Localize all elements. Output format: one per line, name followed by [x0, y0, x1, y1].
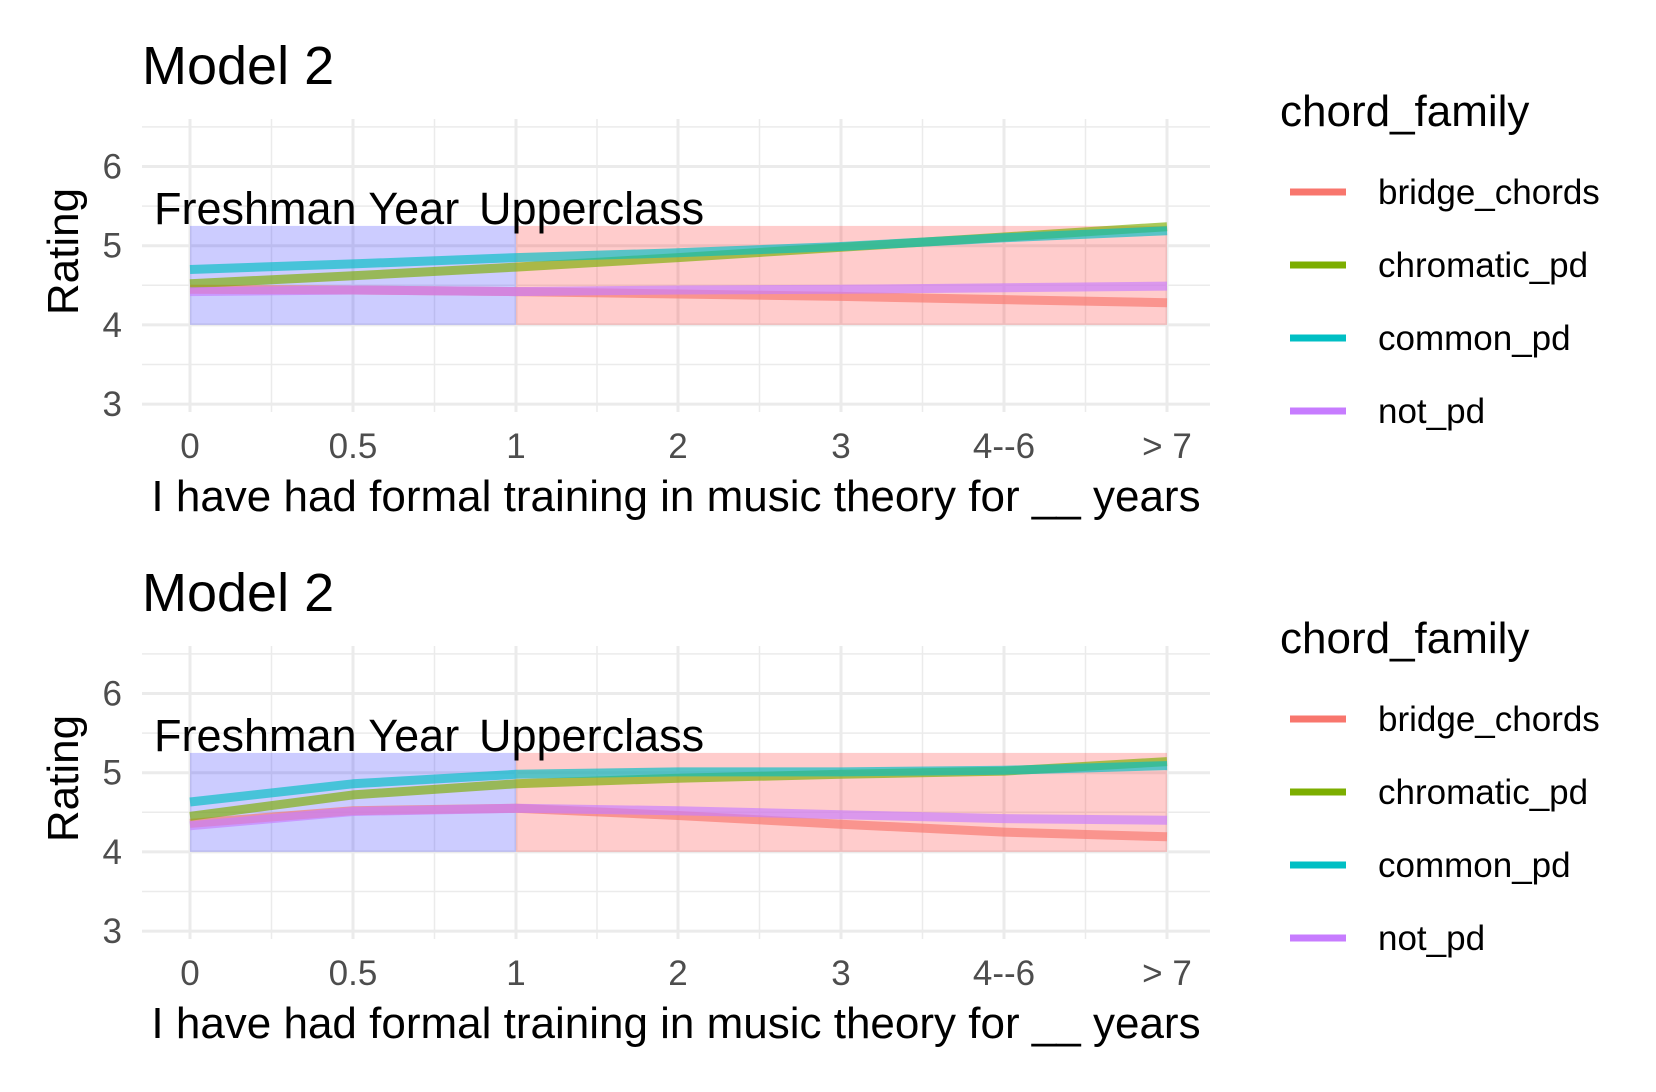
series-line-not_pd	[190, 286, 1167, 292]
chart-panel-1: Freshman Year Upperclass 3 4 5 6 0 0.5 1 2 3 4--6 > …	[39, 36, 1600, 521]
legend-label: common_pd	[1378, 319, 1571, 358]
x-tick-label: 1	[506, 427, 525, 466]
panel-title: Model 2	[142, 36, 334, 96]
legend-label: chromatic_pd	[1378, 246, 1588, 285]
y-tick-label: 4	[103, 833, 122, 872]
annotation-label: Upperclass	[479, 710, 704, 761]
x-tick-label: 0.5	[329, 427, 378, 466]
y-tick-label: 4	[103, 306, 122, 345]
x-tick-label: > 7	[1142, 954, 1192, 993]
annotation-band-upperclass	[516, 226, 1167, 325]
legend-label: not_pd	[1378, 392, 1485, 431]
y-axis-title: Rating	[39, 188, 88, 315]
annotation-label: Freshman Year	[154, 710, 459, 761]
x-tick-label: 0	[180, 954, 199, 993]
legend-label: bridge_chords	[1378, 173, 1600, 212]
annotation-band-freshman	[190, 753, 516, 852]
x-tick-label: 4--6	[973, 427, 1035, 466]
x-tick-label: 3	[831, 954, 850, 993]
chart-panel-2: Freshman Year Upperclass 3 4 5 6 0 0.5 1 2 3 4--6 > …	[39, 563, 1600, 1048]
x-tick-label: 3	[831, 427, 850, 466]
y-axis-title: Rating	[39, 715, 88, 842]
legend-title: chord_family	[1280, 87, 1529, 136]
legend: chord_family bridge_chords chromatic_pdcom…	[1280, 614, 1600, 958]
x-tick-label: 4--6	[973, 954, 1035, 993]
legend: chord_family bridge_chords chromatic_pdcom…	[1280, 87, 1600, 431]
x-axis-title: I have had formal training in music theo…	[151, 472, 1200, 521]
y-tick-label: 3	[103, 912, 122, 951]
x-tick-label: 0	[180, 427, 199, 466]
x-tick-label: 2	[668, 954, 687, 993]
annotation-label: Freshman Year	[154, 183, 459, 234]
legend-title: chord_family	[1280, 614, 1529, 663]
y-tick-label: 5	[103, 754, 122, 793]
y-tick-label: 6	[103, 148, 122, 187]
y-tick-label: 5	[103, 227, 122, 266]
x-tick-label: > 7	[1142, 427, 1192, 466]
y-tick-label: 6	[103, 675, 122, 714]
legend-label: common_pd	[1378, 846, 1571, 885]
legend-label: not_pd	[1378, 919, 1485, 958]
x-tick-label: 1	[506, 954, 525, 993]
legend-label: bridge_chords	[1378, 700, 1600, 739]
x-tick-label: 0.5	[329, 954, 378, 993]
annotation-label: Upperclass	[479, 183, 704, 234]
panel-title: Model 2	[142, 563, 334, 623]
x-tick-label: 2	[668, 427, 687, 466]
legend-label: chromatic_pd	[1378, 773, 1588, 812]
x-axis-title: I have had formal training in music theo…	[151, 999, 1200, 1048]
y-tick-label: 3	[103, 385, 122, 424]
